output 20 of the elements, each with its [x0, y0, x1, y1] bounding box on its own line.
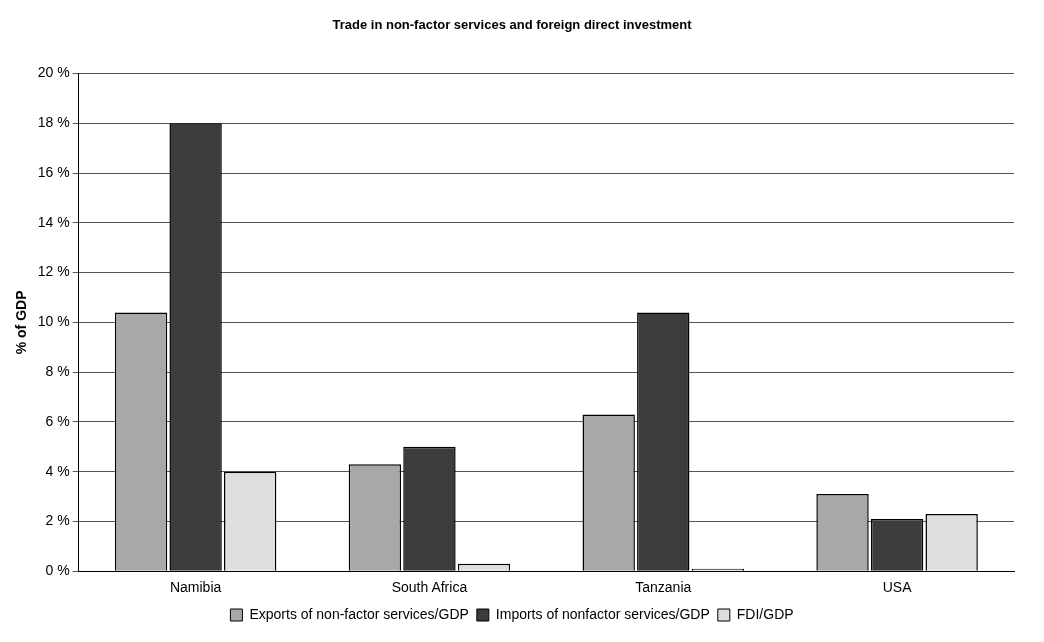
y-tick-label: 0 %: [45, 562, 70, 579]
legend-label: FDI/GDP: [736, 605, 794, 622]
y-tick-label: 4 %: [45, 462, 70, 479]
legend-label: Imports of nonfactor services/GDP: [495, 605, 710, 622]
legend-label: Exports of non-factor services/GDP: [249, 605, 469, 622]
y-tick-label: 18 %: [37, 114, 70, 131]
y-tick-label: 12 %: [37, 263, 70, 280]
x-tick-label: Tanzania: [635, 579, 692, 596]
y-tick-label: 10 %: [37, 313, 70, 330]
y-tick-label: 2 %: [45, 512, 70, 529]
x-tick-label: South Africa: [391, 579, 468, 596]
y-tick-label: 16 %: [37, 163, 70, 180]
x-tick-label: Namibia: [169, 579, 222, 596]
y-tick-label: 14 %: [37, 213, 70, 230]
x-tick-label: USA: [882, 579, 913, 596]
y-tick-label: 6 %: [45, 412, 70, 429]
y-tick-label: 20 %: [37, 64, 70, 81]
chart-title: Trade in non-factor services and foreign direct investment: [332, 17, 693, 33]
y-axis-title: % of GDP: [13, 290, 30, 355]
y-tick-label: 8 %: [45, 363, 70, 380]
